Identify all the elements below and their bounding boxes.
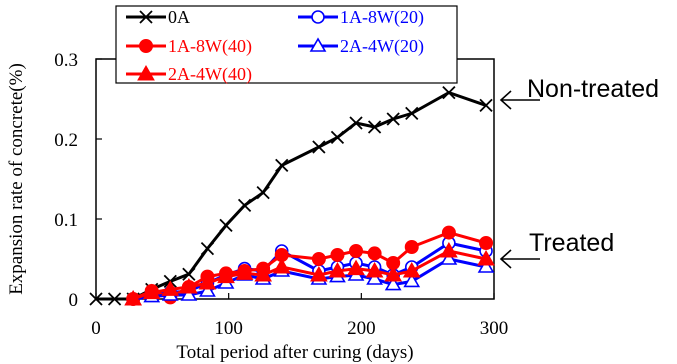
data-point (312, 140, 326, 154)
data-point (405, 106, 419, 121)
data-point (349, 244, 364, 258)
data-point (311, 252, 326, 266)
data-point (107, 292, 122, 306)
data-point (347, 259, 365, 276)
legend-box (115, 5, 458, 84)
annotation-non-treated: Non-treated (527, 75, 659, 103)
data-point (310, 265, 328, 282)
data-point (89, 292, 103, 306)
data-point (330, 130, 345, 145)
legend-swatch-marker (309, 37, 327, 52)
legend-swatch-marker (139, 10, 153, 24)
data-point (124, 289, 143, 306)
y-axis-ticks: 0 0.1 0.2 0.3 (54, 50, 102, 311)
y-tick-label: 0.2 (54, 130, 78, 151)
data-point (235, 264, 254, 280)
legend-item: 1A-8W(40) (126, 36, 252, 57)
annotation-non-treated-arrowhead (499, 90, 512, 110)
data-point (384, 276, 402, 291)
data-point (180, 286, 198, 301)
annotations: Non-treated Treated (499, 75, 659, 269)
data-point (142, 283, 161, 300)
data-point (402, 261, 421, 278)
legend-label: 1A-8W(40) (168, 36, 252, 57)
data-point (441, 225, 456, 240)
data-point (256, 185, 270, 200)
data-point (386, 112, 400, 126)
data-point (404, 240, 419, 254)
legend-swatch-marker (137, 64, 155, 81)
data-point (180, 277, 198, 294)
data-point (198, 273, 217, 290)
legend-item: 2A-4W(20) (298, 36, 424, 57)
data-point (440, 250, 458, 265)
y-tick-label: 0 (69, 290, 79, 311)
x-tick-label: 200 (347, 318, 376, 339)
data-point (217, 267, 235, 284)
series-layer (89, 85, 495, 306)
data-point (477, 258, 495, 273)
data-point (479, 98, 493, 113)
data-point (384, 265, 403, 282)
data-point (328, 261, 347, 278)
data-point (479, 236, 494, 250)
data-point (182, 267, 196, 281)
data-point (237, 198, 252, 213)
series-4 (124, 241, 495, 306)
data-point (219, 218, 233, 233)
data-point (199, 282, 216, 297)
legend-swatch-marker (311, 10, 325, 24)
data-point (477, 249, 495, 266)
data-point (367, 120, 382, 134)
data-point (440, 241, 458, 258)
x-tick-label: 100 (214, 318, 243, 339)
x-axis-ticks: 0 100 200 300 (91, 293, 508, 339)
data-point (367, 246, 382, 261)
x-axis-title: Total period after curing (days) (176, 342, 413, 363)
legend-swatch-marker (139, 39, 153, 53)
data-point (272, 257, 291, 274)
data-point (275, 158, 289, 173)
data-point (366, 270, 383, 285)
legend-item: 2A-4W(40) (126, 64, 252, 85)
y-tick-label: 0.1 (54, 210, 78, 231)
data-point (254, 265, 273, 282)
x-tick-label: 0 (91, 318, 101, 339)
legend-label: 2A-4W(40) (168, 64, 252, 85)
data-point (365, 261, 384, 278)
data-point (442, 85, 456, 100)
y-axis-title: Expansion rate of concrete(%) (6, 63, 27, 295)
legend: 0A 1A-8W(20) 1A-8W(40) 2A-4W(20) 2A-4W(40) (115, 5, 458, 85)
axes: 0 100 200 300 0 0.1 0.2 0.3 (54, 50, 508, 339)
y-tick-label: 0.3 (54, 50, 78, 71)
legend-label: 1A-8W(20) (340, 7, 424, 28)
legend-label: 2A-4W(20) (340, 36, 424, 57)
annotation-treated: Treated (529, 229, 614, 257)
data-point (161, 280, 180, 296)
data-point (330, 248, 345, 262)
data-point (349, 116, 363, 130)
legend-item: 0A (126, 7, 190, 27)
annotation-treated-arrowhead (499, 249, 512, 269)
legend-item: 1A-8W(20) (298, 7, 424, 28)
legend-label: 0A (168, 7, 190, 27)
x-tick-label: 300 (480, 318, 509, 339)
data-point (200, 241, 215, 256)
plot-frame (95, 58, 495, 300)
data-point (403, 272, 421, 288)
